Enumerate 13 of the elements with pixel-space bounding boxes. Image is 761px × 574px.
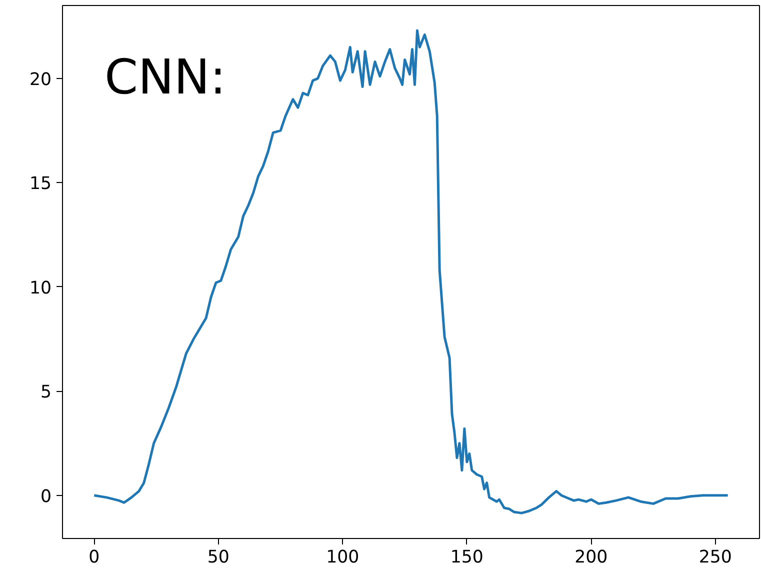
line-series (92, 29, 730, 514)
y-tick-label: 15 (29, 174, 52, 194)
x-tick-label: 200 (574, 548, 608, 568)
y-tick-label: 0 (40, 486, 52, 507)
x-tick-label: 150 (450, 548, 484, 568)
x-tick-label: 100 (326, 548, 360, 568)
x-tick-label: 0 (88, 548, 100, 568)
annotation: CNN: (104, 50, 226, 106)
x-tick-label: 250 (698, 548, 732, 568)
y-tick-label: 10 (29, 278, 52, 298)
y-tick-label: 5 (40, 382, 52, 403)
y-tick-label: 20 (29, 70, 52, 90)
x-tick-label: 50 (207, 548, 230, 568)
